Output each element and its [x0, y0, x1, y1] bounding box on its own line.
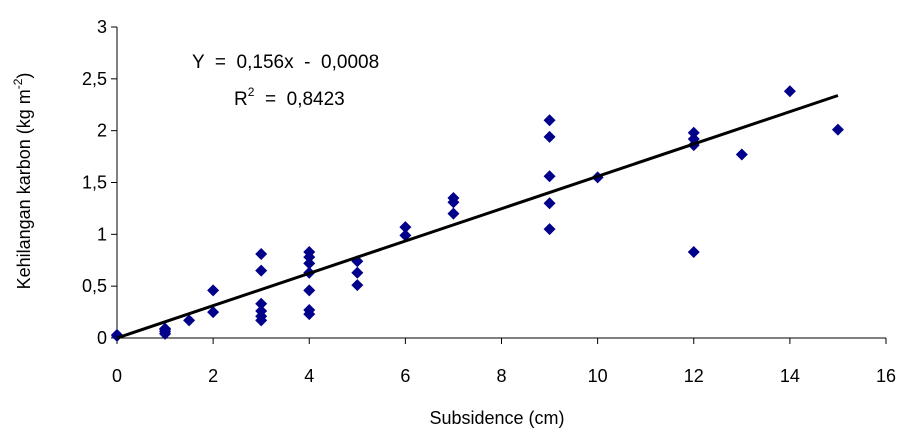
data-point-diamond: [183, 314, 196, 327]
data-point-diamond: [351, 266, 364, 279]
data-point-diamond: [111, 328, 123, 341]
x-tick-label: 16: [876, 366, 896, 386]
r-squared-r: R: [234, 89, 248, 110]
data-point-diamond: [543, 197, 556, 210]
data-point-diamond: [399, 229, 412, 242]
data-point-diamond: [831, 123, 844, 136]
y-axis-title-superscript: -2: [11, 78, 25, 89]
data-point-diamond: [351, 279, 364, 292]
data-point-diamond: [687, 126, 700, 139]
data-point-diamond: [207, 284, 220, 297]
y-tick-label: 2,5: [82, 69, 107, 89]
trendline-equation: Y = 0,156x - 0,0008: [192, 52, 379, 73]
x-tick-label: 14: [780, 366, 800, 386]
data-point-diamond: [255, 297, 268, 310]
data-point-diamond: [207, 306, 220, 319]
data-point-diamond: [543, 114, 556, 127]
x-tick-label: 8: [496, 366, 506, 386]
x-tick-label: 4: [304, 366, 314, 386]
y-axis-title: Kehilangan karbon (kg m-2): [11, 73, 34, 290]
y-tick-label: 0: [97, 328, 107, 348]
y-tick-label: 3: [97, 17, 107, 37]
data-point-diamond: [543, 170, 556, 183]
x-axis-title: Subsidence (cm): [429, 408, 564, 428]
data-point-diamond: [303, 245, 316, 258]
y-axis-title-main: Kehilangan karbon (kg m: [14, 89, 34, 289]
data-point-diamond: [399, 221, 412, 234]
data-point-diamond: [255, 305, 268, 318]
y-tick-label: 2: [97, 121, 107, 141]
data-point-diamond: [447, 192, 460, 205]
data-points: [111, 85, 844, 342]
x-tick-label: 6: [400, 366, 410, 386]
y-axis-title-suffix: ): [14, 73, 34, 79]
r-squared-label: R2 = 0,8423: [234, 85, 345, 110]
x-tick-label: 12: [684, 366, 704, 386]
x-tick-label: 2: [208, 366, 218, 386]
data-point-diamond: [255, 264, 268, 277]
data-point-diamond: [735, 148, 748, 161]
y-tick-label: 1: [97, 224, 107, 244]
x-axis: 0 2 4 6 8 10 12 14 16: [112, 337, 896, 386]
data-point-diamond: [303, 257, 316, 270]
y-tick-label: 0,5: [82, 276, 107, 296]
data-point-diamond: [687, 245, 700, 258]
r-squared-superscript: 2: [248, 85, 255, 99]
x-ticks: 0 2 4 6 8 10 12 14 16: [112, 338, 896, 386]
data-point-diamond: [447, 207, 460, 220]
r-squared-value: = 0,8423: [254, 89, 344, 110]
data-point-diamond: [783, 85, 796, 98]
y-axis: 0 0,5 1 1,5 2 2,5 3: [82, 17, 118, 348]
data-point-diamond: [255, 248, 268, 261]
y-tick-label: 1,5: [82, 173, 107, 193]
x-tick-label: 0: [112, 366, 122, 386]
data-point-diamond: [159, 322, 172, 335]
trendline: [116, 94, 839, 340]
x-tick-label: 10: [588, 366, 608, 386]
data-point-diamond: [543, 223, 556, 236]
data-point-diamond: [303, 304, 316, 317]
data-point-diamond: [303, 284, 316, 297]
data-point-diamond: [543, 130, 556, 143]
y-ticks: 0 0,5 1 1,5 2 2,5 3: [82, 17, 117, 348]
data-point-diamond: [351, 255, 364, 268]
